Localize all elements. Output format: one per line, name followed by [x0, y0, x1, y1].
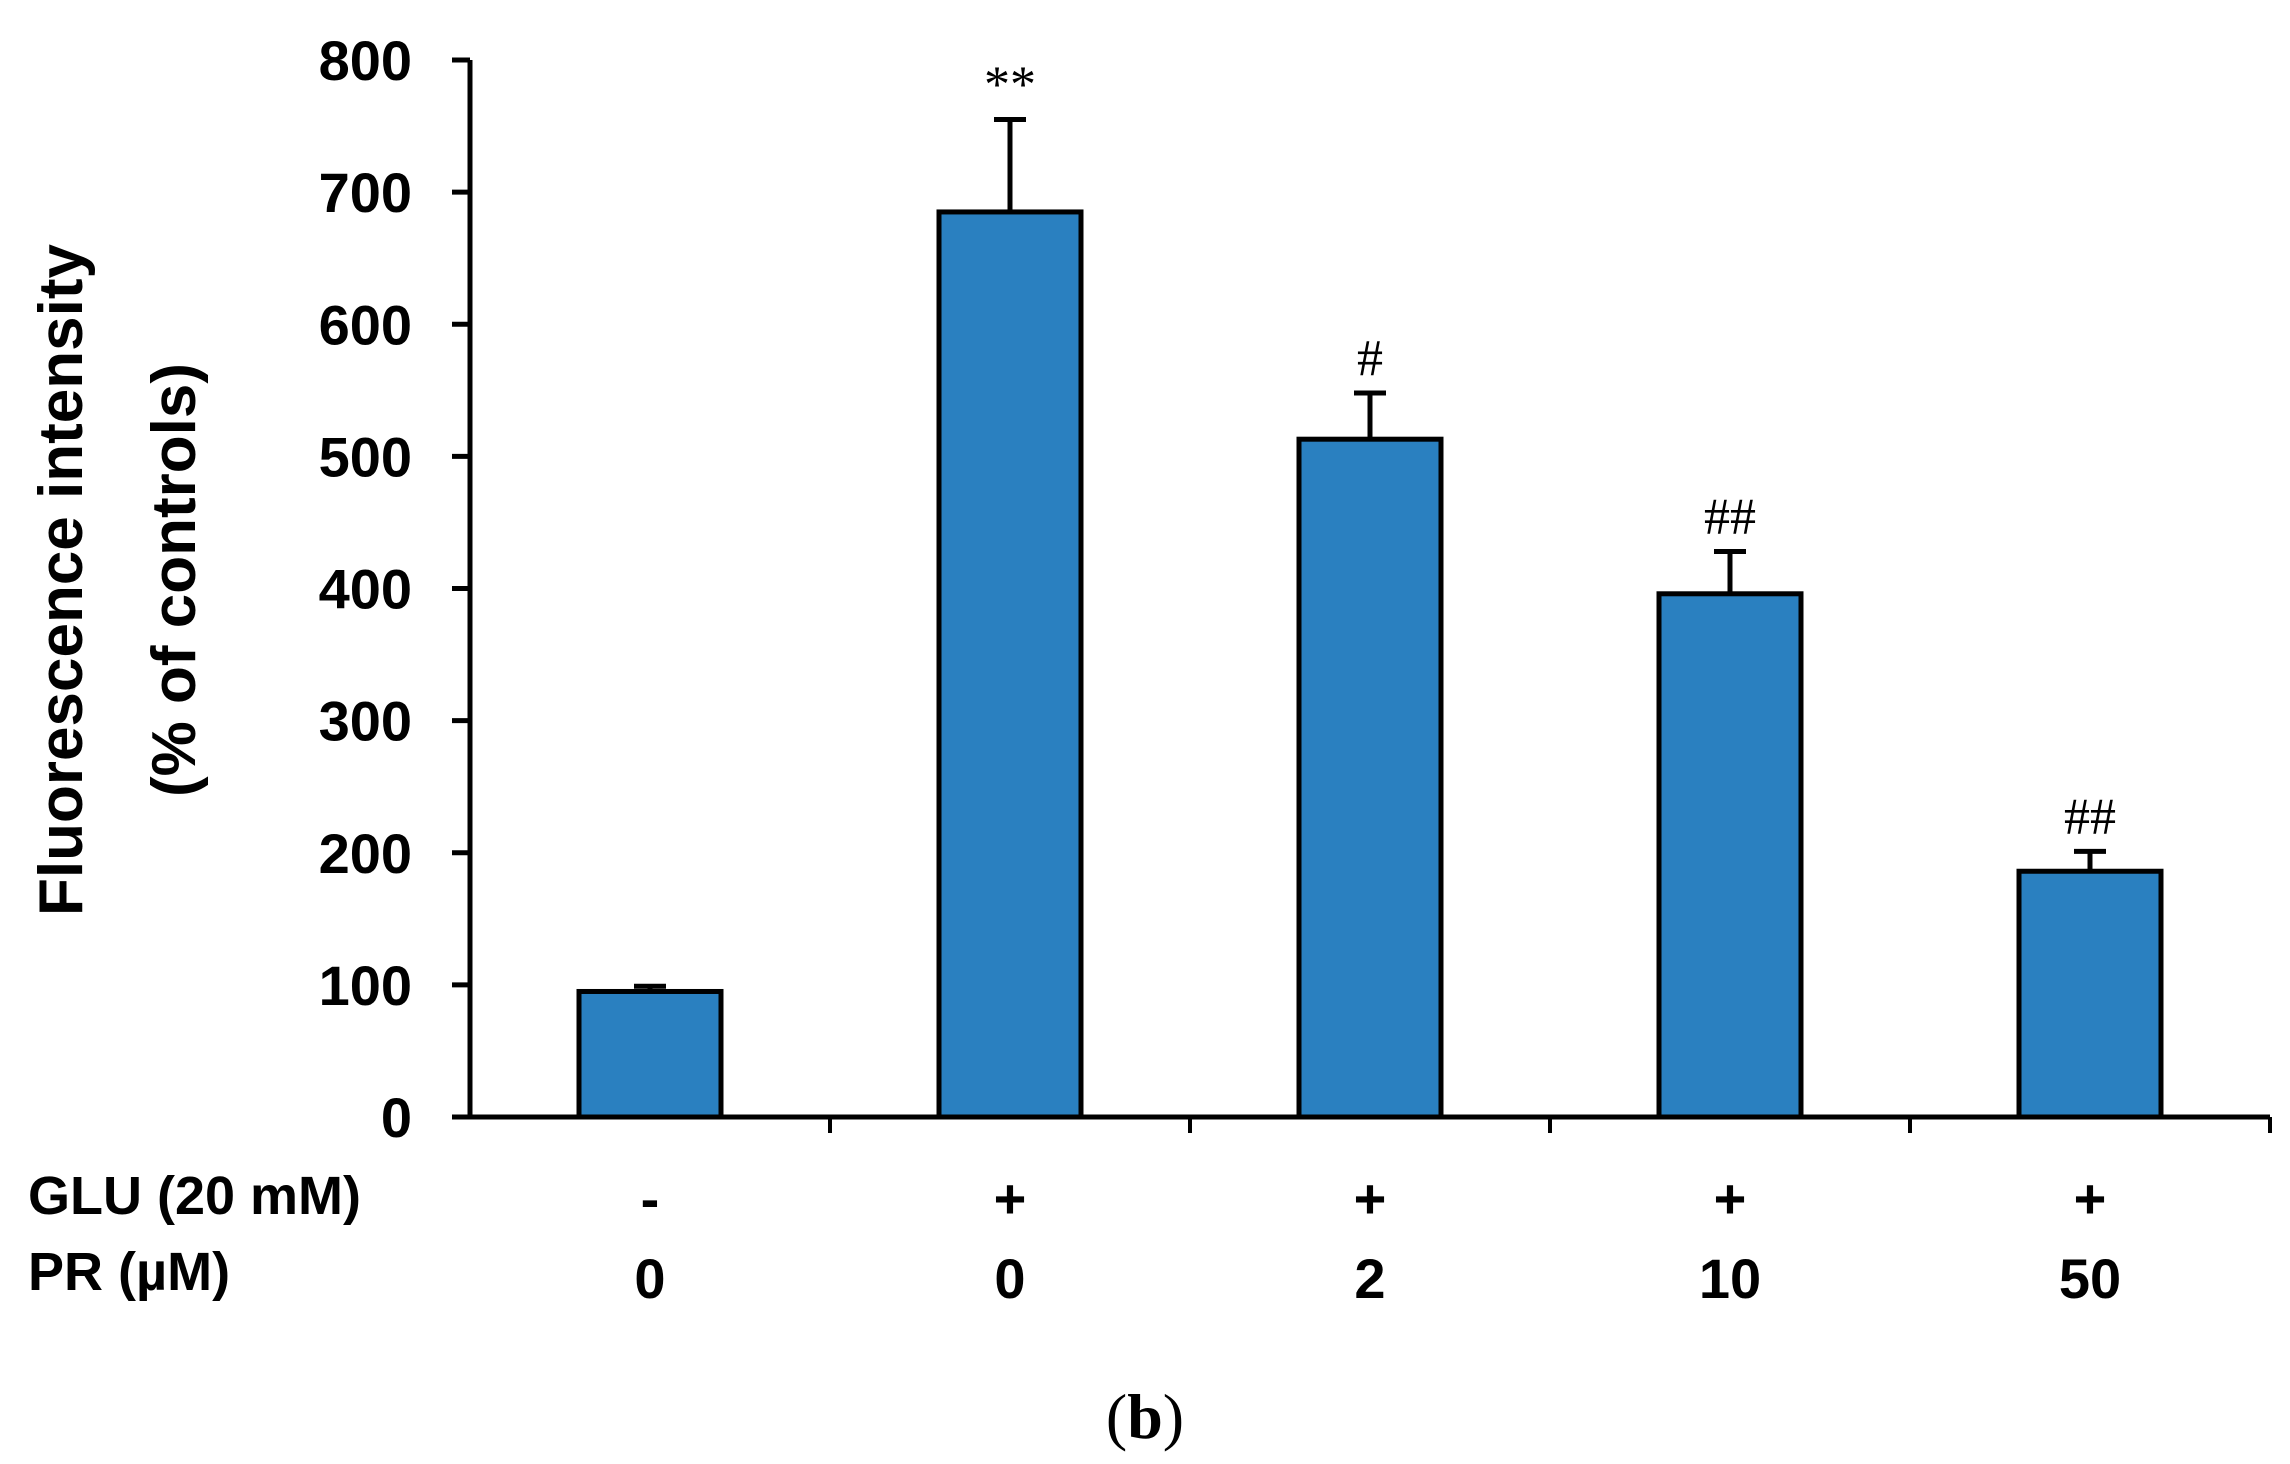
condition-value: 50: [2059, 1247, 2121, 1310]
significance-label: ##: [1704, 489, 1756, 546]
condition-value: 0: [994, 1247, 1025, 1310]
y-axis-ticks: 0 100 200 300 400 500 600 700 800: [319, 29, 470, 1149]
y-tick-label: 400: [319, 558, 412, 621]
bar: [1296, 436, 1444, 1120]
y-axis-title-line2: (% of controls): [140, 363, 209, 797]
y-axis-title: Fluorescence intensity (% of controls): [27, 244, 209, 916]
row-label-glu: GLU (20 mM): [28, 1166, 361, 1226]
condition-value: +: [1354, 1167, 1387, 1230]
pr-condition-row: 0 0 2 10 50: [634, 1247, 2121, 1310]
condition-value: +: [2074, 1167, 2107, 1230]
y-tick-label: 300: [319, 690, 412, 753]
condition-value: +: [1714, 1167, 1747, 1230]
condition-value: 10: [1699, 1247, 1761, 1310]
error-bars: [634, 116, 2106, 992]
significance-label: #: [1357, 330, 1383, 387]
y-tick-label: 800: [319, 29, 412, 92]
bar: [936, 209, 1084, 1120]
significance-label: ##: [2064, 788, 2116, 845]
x-axis-ticks: [828, 1117, 2272, 1133]
y-tick-label: 700: [319, 161, 412, 224]
y-axis-title-line1: Fluorescence intensity: [27, 244, 96, 916]
bars: [576, 209, 2164, 1120]
bar: [2016, 868, 2164, 1120]
significance-label: **: [984, 56, 1036, 113]
condition-value: -: [641, 1167, 660, 1230]
y-tick-label: 200: [319, 822, 412, 885]
significance-labels: **#####: [984, 56, 2116, 845]
row-label-pr: PR (µM): [28, 1242, 230, 1302]
y-tick-label: 500: [319, 425, 412, 488]
y-tick-label: 600: [319, 293, 412, 356]
panel-label: (b): [1106, 1381, 1184, 1452]
y-tick-label: 0: [381, 1086, 412, 1149]
bar: [576, 988, 724, 1120]
bar: [1656, 591, 1804, 1120]
y-tick-label: 100: [319, 954, 412, 1017]
condition-value: 2: [1354, 1247, 1385, 1310]
condition-value: +: [994, 1167, 1027, 1230]
glu-condition-row: - + + + +: [641, 1167, 2107, 1230]
condition-value: 0: [634, 1247, 665, 1310]
